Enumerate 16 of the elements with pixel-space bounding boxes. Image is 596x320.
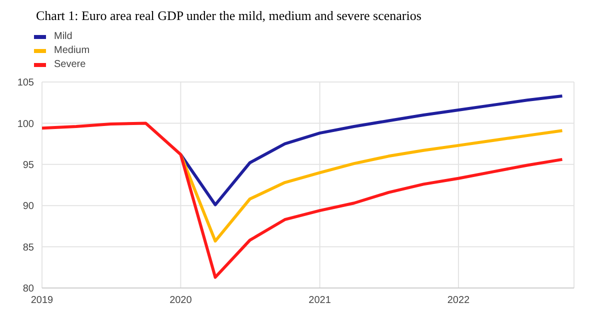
y-tick-label: 85 [22,242,34,254]
x-tick-label: 2021 [308,295,332,306]
y-tick-label: 80 [22,284,34,295]
y-tick-label: 105 [17,78,34,89]
line-series [42,122,564,279]
y-tick-label: 95 [22,160,34,171]
x-tick-label: 2019 [30,295,54,306]
x-tick-label: 2020 [170,295,192,306]
legend-label: Mild [54,30,72,44]
chart-title: Chart 1: Euro area real GDP under the mild, medium and severe scenarios [36,8,422,25]
y-tick-label: 100 [17,118,34,130]
legend-label: Severe [54,58,86,72]
y-tick-label: 90 [22,201,34,212]
legend-label: Medium [54,44,90,58]
x-tick-label: 2022 [447,295,470,306]
line-series [179,94,564,206]
